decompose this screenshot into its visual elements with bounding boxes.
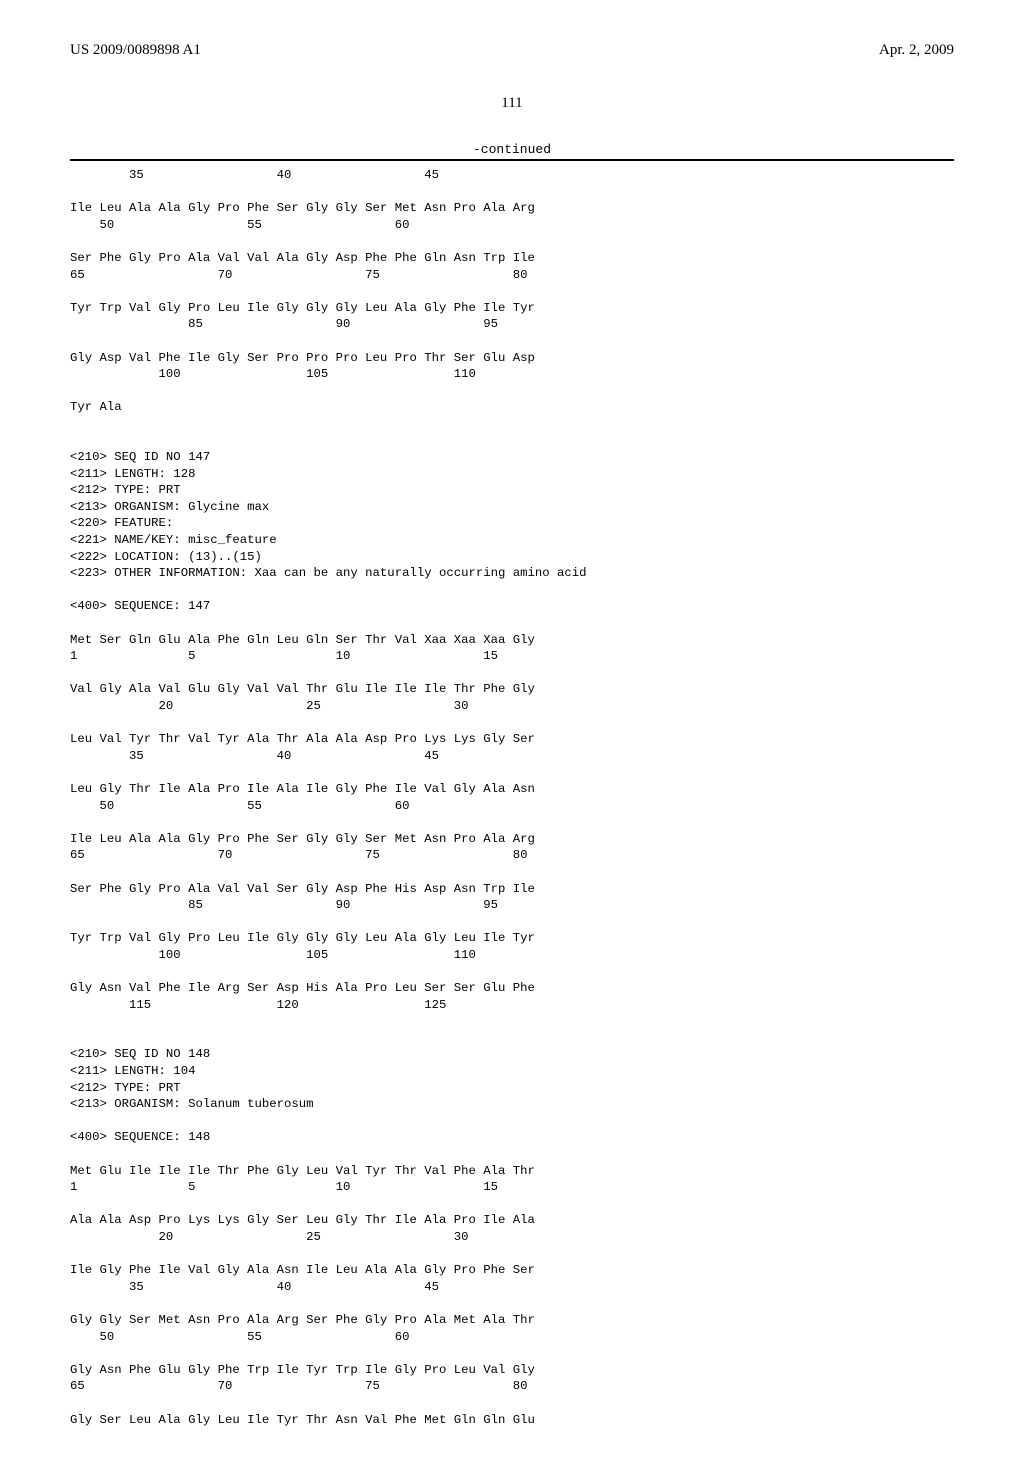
page-number: 111 bbox=[70, 95, 954, 112]
top-rule bbox=[70, 159, 954, 161]
patent-page: US 2009/0089898 A1 Apr. 2, 2009 111 -con… bbox=[0, 0, 1024, 1478]
header-publication-number: US 2009/0089898 A1 bbox=[70, 42, 201, 59]
header-date: Apr. 2, 2009 bbox=[879, 42, 954, 59]
sequence-listing: 35 40 45 Ile Leu Ala Ala Gly Pro Phe Ser… bbox=[70, 167, 954, 1428]
continued-label: -continued bbox=[70, 142, 954, 157]
